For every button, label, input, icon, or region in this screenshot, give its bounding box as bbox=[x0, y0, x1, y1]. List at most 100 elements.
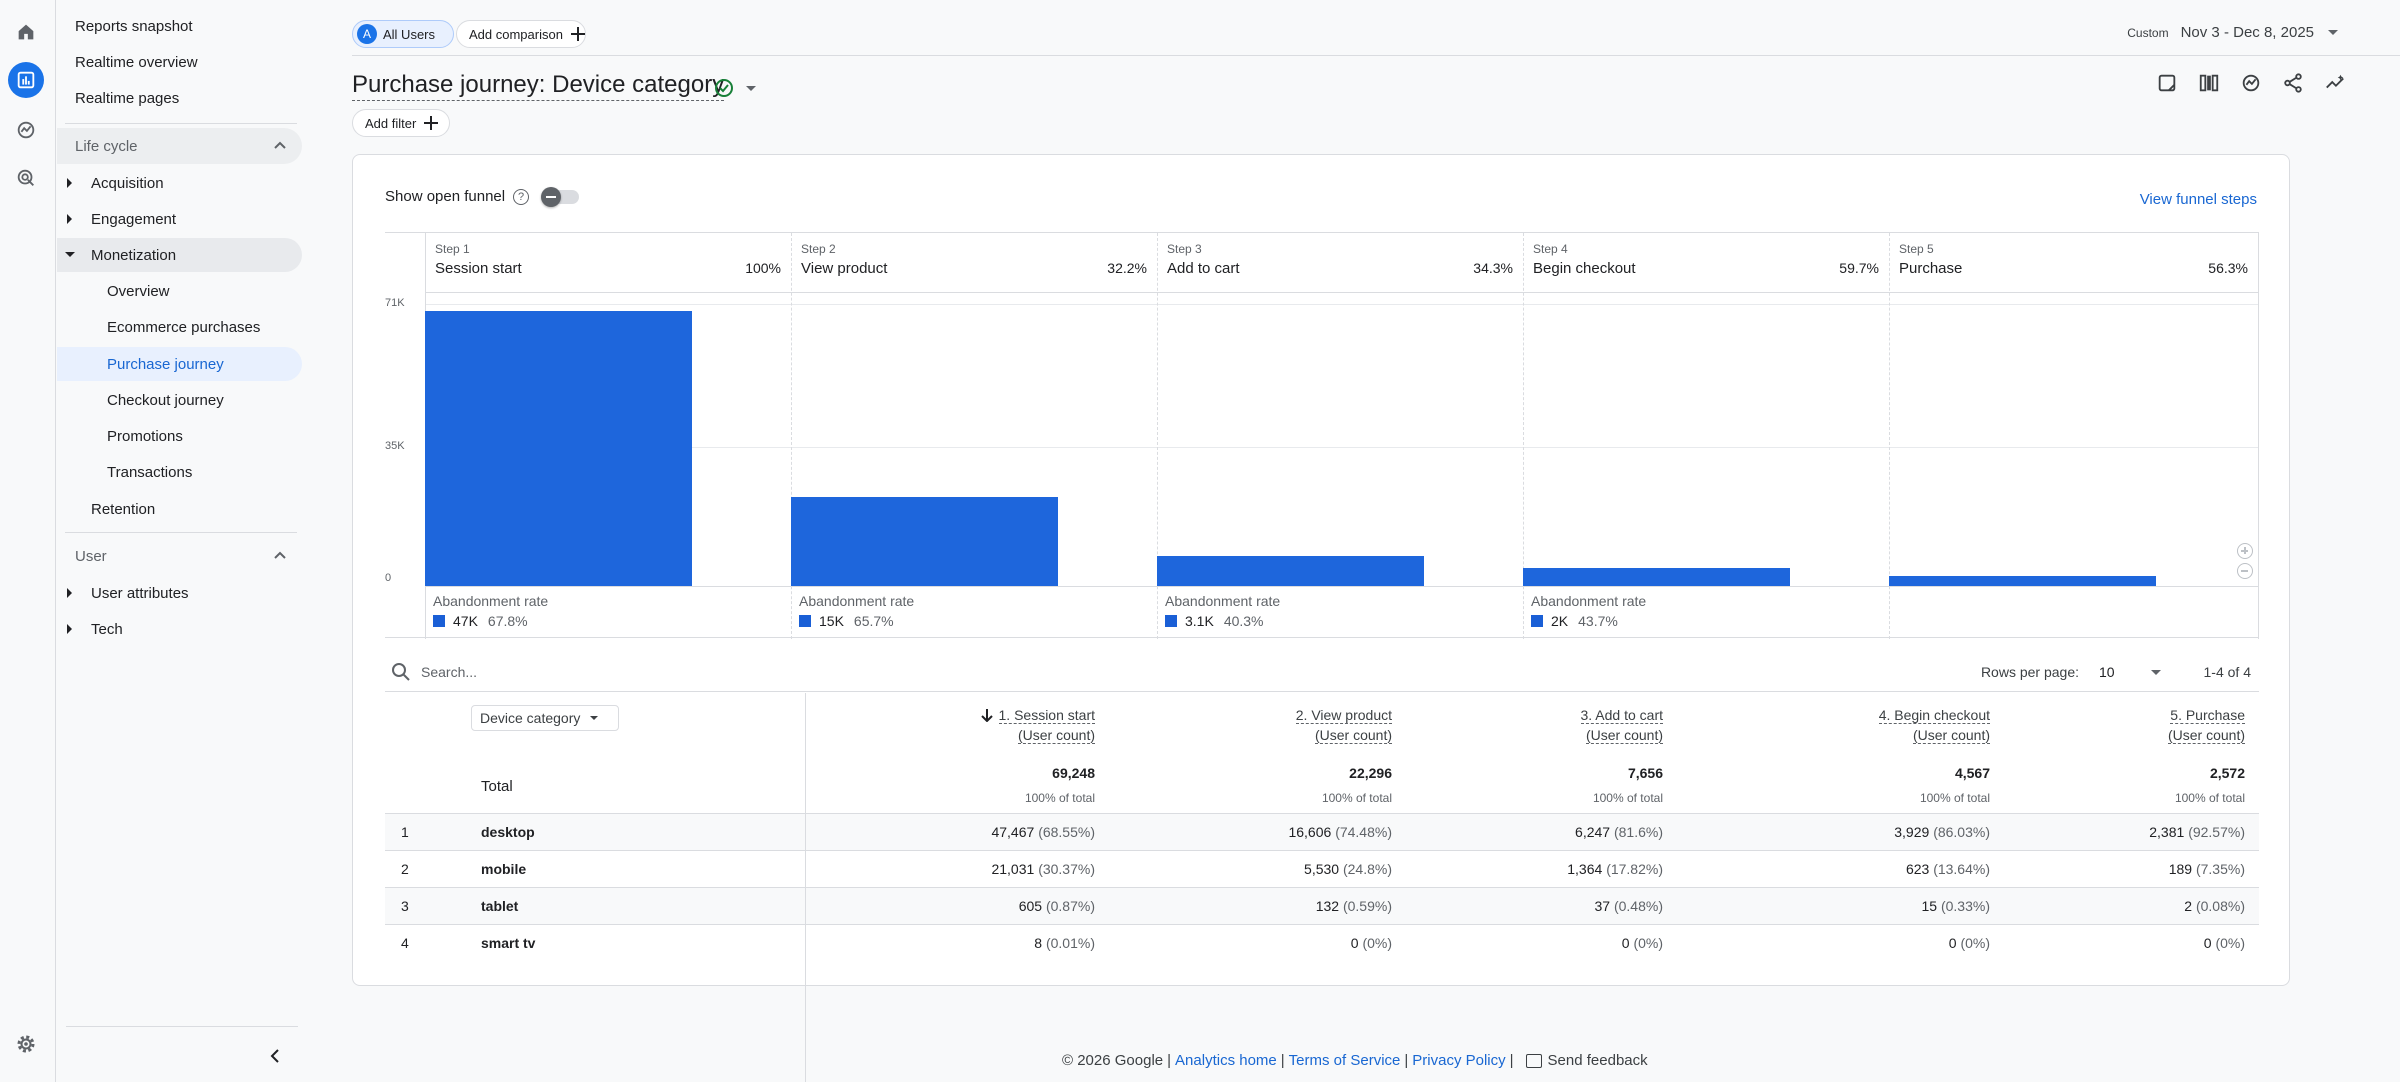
nav-user-attributes[interactable]: User attributes bbox=[57, 576, 302, 610]
column-header-purchase[interactable]: 5. Purchase (User count) bbox=[2167, 705, 2245, 745]
add-filter-button[interactable]: Add filter bbox=[352, 109, 450, 137]
total-subtitle: 100% of total bbox=[2174, 791, 2245, 805]
column-subtitle: (User count) bbox=[1017, 727, 1095, 744]
privacy-link[interactable]: Privacy Policy bbox=[1412, 1052, 1506, 1069]
customize-report-icon[interactable] bbox=[2198, 72, 2220, 94]
abandon-count: 15K bbox=[819, 613, 844, 629]
add-comparison-button[interactable]: Add comparison bbox=[456, 20, 586, 48]
table-cell: 16,606 (74.48%) bbox=[1288, 824, 1392, 840]
funnel-bar-5[interactable] bbox=[1889, 575, 2156, 586]
column-header-begin-checkout[interactable]: 4. Begin checkout (User count) bbox=[1878, 705, 1990, 745]
nav-promotions[interactable]: Promotions bbox=[57, 419, 302, 453]
nav-monetization[interactable]: Monetization bbox=[57, 238, 302, 272]
page-title[interactable]: Purchase journey: Device category bbox=[352, 70, 725, 101]
nav-ecommerce-purchases-label: Ecommerce purchases bbox=[107, 318, 261, 336]
date-range-picker[interactable]: Custom Nov 3 - Dec 8, 2025 bbox=[2127, 24, 2338, 41]
analytics-home-link[interactable]: Analytics home bbox=[1175, 1052, 1277, 1069]
table-cell: 3,929 (86.03%) bbox=[1894, 824, 1990, 840]
cell-percent: (92.57%) bbox=[2188, 824, 2245, 840]
table-cell: 5,530 (24.8%) bbox=[1304, 861, 1392, 877]
zoom-out-icon[interactable] bbox=[2237, 563, 2253, 579]
nav-retention[interactable]: Retention bbox=[57, 492, 302, 526]
column-header-view-product[interactable]: 2. View product (User count) bbox=[1295, 705, 1392, 745]
cell-value: 47,467 bbox=[991, 824, 1035, 840]
funnel-bar-1[interactable] bbox=[425, 310, 692, 586]
funnel-step-4[interactable]: Step 4 Begin checkout 59.7% bbox=[1523, 233, 1889, 293]
cell-percent: (7.35%) bbox=[2195, 861, 2245, 877]
funnel-bar-4[interactable] bbox=[1523, 567, 1790, 586]
table-toolbar: Search... Rows per page: 10 1-4 of 4 bbox=[385, 652, 2259, 692]
help-icon[interactable]: ? bbox=[513, 188, 530, 205]
nav-realtime-overview[interactable]: Realtime overview bbox=[75, 54, 198, 71]
table-cell: 8 (0.01%) bbox=[1034, 935, 1095, 951]
cell-value: 37 bbox=[1594, 898, 1611, 914]
cell-percent: (0.59%) bbox=[1342, 898, 1392, 914]
insights-icon[interactable] bbox=[2240, 72, 2262, 94]
total-subtitle: 100% of total bbox=[1592, 791, 1663, 805]
reports-icon[interactable] bbox=[8, 62, 44, 98]
column-header-add-to-cart[interactable]: 3. Add to cart (User count) bbox=[1580, 705, 1663, 745]
left-rail bbox=[0, 0, 56, 1082]
nav-transactions[interactable]: Transactions bbox=[57, 455, 302, 489]
funnel-step-5[interactable]: Step 5 Purchase 56.3% bbox=[1889, 233, 2258, 293]
terms-link[interactable]: Terms of Service bbox=[1288, 1052, 1401, 1069]
trending-icon[interactable] bbox=[2324, 72, 2346, 94]
nav-ecommerce-purchases[interactable]: Ecommerce purchases bbox=[57, 310, 302, 344]
funnel-step-1[interactable]: Step 1 Session start 100% bbox=[425, 233, 791, 293]
abandonment-rate-3: Abandonment rate 3.1K 40.3% bbox=[1165, 593, 1280, 629]
dimension-select[interactable]: Device category bbox=[471, 705, 619, 731]
cell-percent: (0%) bbox=[1633, 935, 1663, 951]
total-add-to-cart: 7,656 bbox=[1627, 765, 1663, 781]
funnel-step-2[interactable]: Step 2 View product 32.2% bbox=[791, 233, 1157, 293]
plus-icon bbox=[424, 116, 439, 130]
zoom-in-icon[interactable] bbox=[2237, 543, 2253, 559]
settings-gear-icon[interactable] bbox=[14, 1032, 38, 1056]
abandon-count: 2K bbox=[1551, 613, 1569, 629]
step-completion-rate: 32.2% bbox=[1107, 260, 1147, 276]
cell-value: 5,530 bbox=[1304, 861, 1340, 877]
table-row[interactable]: 3 tablet 605 (0.87%) 132 (0.59%) 37 (0.48%) 1… bbox=[385, 887, 2259, 924]
user-section-label: User bbox=[75, 547, 107, 565]
nav-realtime-pages[interactable]: Realtime pages bbox=[75, 90, 180, 107]
report-status-dropdown[interactable] bbox=[710, 74, 764, 102]
column-header-session-start[interactable]: 1. Session start (User count) bbox=[980, 705, 1095, 745]
nav-reports-snapshot[interactable]: Reports snapshot bbox=[75, 18, 193, 35]
table-row[interactable]: 2 mobile 21,031 (30.37%) 5,530 (24.8%) 1,364… bbox=[385, 850, 2259, 887]
abandon-count: 3.1K bbox=[1185, 613, 1214, 629]
collapse-sidebar-icon[interactable] bbox=[266, 1046, 286, 1066]
table-cell: 37 (0.48%) bbox=[1595, 898, 1664, 914]
lifecycle-section-header[interactable]: Life cycle bbox=[57, 128, 302, 164]
funnel-step-3[interactable]: Step 3 Add to cart 34.3% bbox=[1157, 233, 1523, 293]
rows-per-page-select[interactable]: 10 bbox=[2099, 664, 2161, 680]
nav-tech[interactable]: Tech bbox=[57, 612, 302, 646]
nav-acquisition[interactable]: Acquisition bbox=[57, 166, 302, 200]
funnel-bar-2[interactable] bbox=[791, 497, 1058, 586]
step-completion-rate: 100% bbox=[745, 260, 781, 276]
step-completion-rate: 56.3% bbox=[2208, 260, 2248, 276]
user-section-header[interactable]: User bbox=[57, 538, 302, 574]
copyright: © 2026 Google bbox=[1062, 1052, 1164, 1069]
share-icon[interactable] bbox=[2282, 72, 2304, 94]
table-cell: 0 (0%) bbox=[1622, 935, 1663, 951]
nav-overview[interactable]: Overview bbox=[57, 274, 302, 308]
nav-retention-label: Retention bbox=[91, 500, 156, 518]
explore-icon[interactable] bbox=[8, 112, 44, 148]
nav-purchase-journey[interactable]: Purchase journey bbox=[57, 347, 302, 381]
edit-comparisons-icon[interactable] bbox=[2156, 72, 2178, 94]
funnel-bar-3[interactable] bbox=[1157, 555, 1424, 586]
home-icon[interactable] bbox=[8, 14, 44, 50]
advertising-icon[interactable] bbox=[8, 160, 44, 196]
table-row[interactable]: 1 desktop 47,467 (68.55%) 16,606 (74.48%) 6,… bbox=[385, 813, 2259, 850]
open-funnel-toggle[interactable] bbox=[541, 186, 580, 207]
column-divider bbox=[805, 693, 806, 1082]
search-input[interactable]: Search... bbox=[421, 664, 478, 680]
nav-engagement[interactable]: Engagement bbox=[57, 202, 302, 236]
segment-chip-all-users[interactable]: A All Users bbox=[352, 20, 454, 48]
send-feedback-link[interactable]: Send feedback bbox=[1547, 1052, 1648, 1069]
view-funnel-steps-link[interactable]: View funnel steps bbox=[2139, 191, 2257, 208]
nav-checkout-journey[interactable]: Checkout journey bbox=[57, 383, 302, 417]
pagination-range: 1-4 of 4 bbox=[2203, 664, 2251, 680]
table-row[interactable]: 4 smart tv 8 (0.01%) 0 (0%) 0 (0%) 0 (0%) 0 (0… bbox=[385, 924, 2259, 961]
cell-value: 623 bbox=[1905, 861, 1930, 877]
total-session-start: 69,248 bbox=[1052, 765, 1095, 781]
